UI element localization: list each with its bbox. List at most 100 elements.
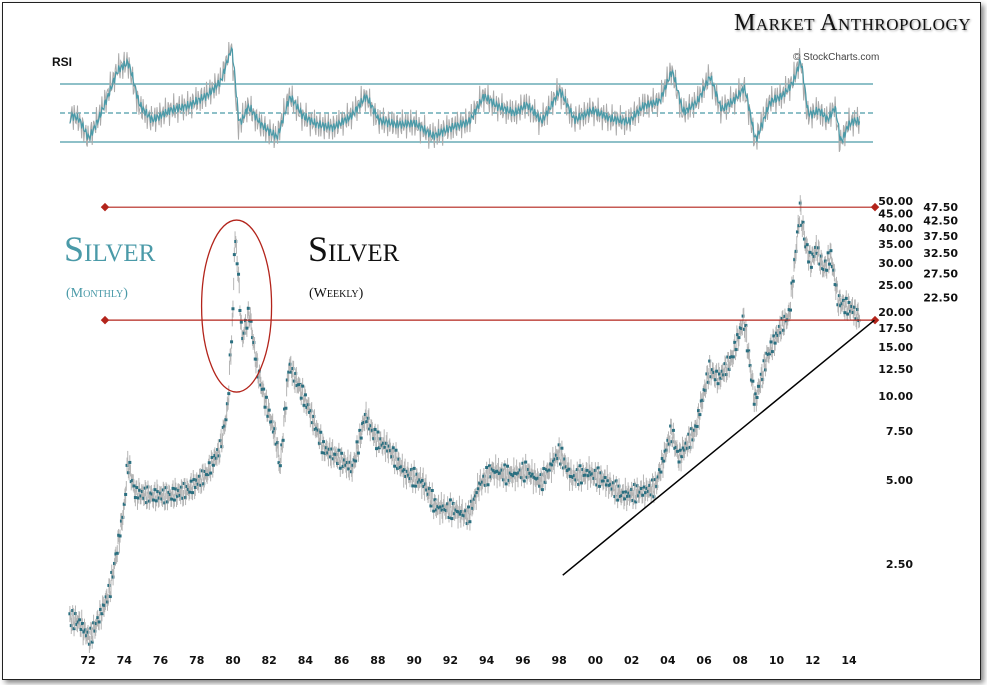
close-marker	[345, 461, 349, 465]
close-marker	[671, 428, 675, 432]
rsi-panel	[60, 41, 873, 152]
close-marker	[256, 375, 260, 379]
close-marker	[485, 466, 489, 470]
x-tick-label: 72	[80, 654, 95, 667]
x-tick-label: 96	[515, 654, 531, 667]
y-tick-label: 45.00	[878, 208, 913, 221]
subtitle-monthly: (Monthly)	[66, 286, 128, 301]
y-tick-label: 22.50	[923, 292, 958, 305]
close-marker	[156, 490, 160, 494]
close-marker	[171, 486, 175, 490]
close-marker	[486, 483, 490, 487]
close-marker	[320, 451, 324, 455]
close-marker	[146, 485, 150, 489]
close-marker	[451, 502, 455, 506]
close-marker	[338, 466, 342, 470]
close-marker	[125, 463, 129, 467]
close-marker	[241, 336, 245, 340]
close-marker	[734, 348, 738, 352]
close-marker	[518, 468, 522, 472]
close-marker	[588, 470, 592, 474]
highlight-ellipse	[200, 219, 273, 393]
close-marker	[727, 367, 731, 371]
close-marker	[69, 624, 73, 628]
close-marker	[131, 478, 135, 482]
close-marker	[472, 497, 476, 501]
close-marker	[517, 471, 521, 475]
close-marker	[186, 487, 190, 491]
close-marker	[145, 501, 149, 505]
close-marker	[797, 224, 801, 228]
close-marker	[642, 485, 646, 489]
close-marker	[848, 309, 852, 313]
close-marker	[152, 498, 156, 502]
close-marker	[415, 472, 419, 476]
close-marker	[278, 464, 282, 468]
close-marker	[206, 473, 210, 477]
close-marker	[678, 448, 682, 452]
close-marker	[538, 484, 542, 488]
subtitle-weekly: (Weekly)	[309, 286, 364, 301]
close-marker	[369, 424, 373, 428]
close-marker	[710, 368, 714, 372]
close-marker	[540, 488, 544, 492]
close-marker	[649, 493, 653, 497]
close-marker	[335, 461, 339, 465]
close-marker	[199, 483, 203, 487]
close-marker	[316, 428, 320, 432]
close-marker	[851, 310, 855, 314]
close-marker	[713, 378, 717, 382]
y-tick-label: 10.00	[878, 390, 913, 403]
close-marker	[324, 446, 328, 450]
brand-logo: Market Anthropology	[734, 10, 971, 37]
x-tick-label: 14	[841, 654, 857, 667]
close-marker	[400, 465, 404, 469]
y-tick-label: 35.00	[878, 238, 913, 251]
close-marker	[677, 460, 681, 464]
close-marker	[71, 609, 75, 613]
close-marker	[429, 504, 433, 508]
close-marker	[264, 395, 268, 399]
close-marker	[617, 484, 621, 488]
close-marker	[100, 612, 104, 616]
close-marker	[623, 497, 627, 501]
close-marker	[210, 455, 214, 459]
rsi-line-raw	[69, 41, 860, 152]
close-marker	[203, 469, 207, 473]
close-marker	[395, 466, 399, 470]
close-marker	[92, 621, 96, 625]
close-marker	[348, 460, 352, 464]
close-marker	[89, 626, 93, 630]
close-marker	[599, 471, 603, 475]
close-marker	[444, 508, 448, 512]
close-marker	[635, 484, 639, 488]
close-marker	[80, 621, 84, 625]
close-marker	[133, 496, 137, 500]
close-marker	[340, 451, 344, 455]
close-marker	[380, 443, 384, 447]
close-marker	[606, 479, 610, 483]
close-marker	[805, 243, 809, 247]
close-marker	[250, 336, 254, 340]
close-marker	[507, 478, 511, 482]
x-tick-label: 12	[805, 654, 820, 667]
close-marker	[411, 484, 415, 488]
close-marker	[591, 472, 595, 476]
close-marker	[306, 403, 310, 407]
close-marker	[811, 252, 815, 256]
close-marker	[542, 467, 546, 471]
close-marker	[525, 475, 529, 479]
close-marker	[853, 305, 857, 309]
close-marker	[809, 265, 813, 269]
close-marker	[115, 551, 119, 555]
y-tick-label: 15.00	[878, 341, 913, 354]
close-marker	[483, 483, 487, 487]
close-marker	[759, 372, 763, 376]
close-marker	[798, 201, 802, 205]
close-marker	[468, 520, 472, 524]
close-marker	[552, 459, 556, 463]
close-marker	[163, 501, 167, 505]
close-marker	[794, 249, 798, 253]
close-marker	[366, 416, 370, 420]
close-marker	[341, 464, 345, 468]
